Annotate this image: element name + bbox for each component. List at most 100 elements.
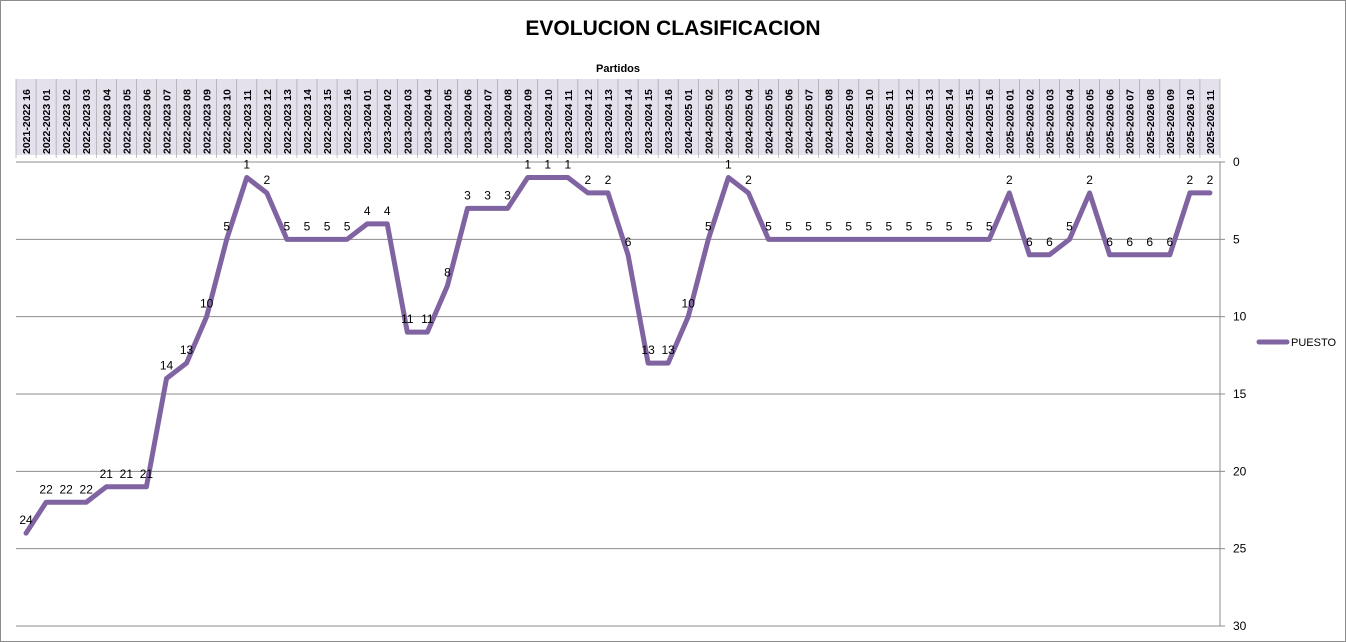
x-tick-label: 2025-2026 03 (1044, 89, 1056, 154)
data-label: 6 (1146, 235, 1153, 249)
x-tick-label: 2024-2025 10 (864, 89, 876, 154)
data-label: 13 (180, 343, 194, 357)
data-label: 21 (140, 467, 154, 481)
data-label: 3 (484, 188, 491, 202)
data-label: 24 (19, 513, 33, 527)
x-tick-label: 2022-2023 03 (81, 89, 93, 154)
x-tick-label: 2023-2024 12 (583, 89, 595, 154)
x-tick-label: 2024-2025 13 (924, 89, 936, 154)
x-tick-label: 2022-2023 04 (101, 89, 113, 154)
x-tick-label: 2022-2023 06 (141, 89, 153, 154)
x-tick-label: 2023-2024 06 (463, 89, 475, 154)
data-label: 2 (585, 173, 592, 187)
x-tick-label: 2023-2024 11 (563, 90, 575, 154)
x-tick-label: 2023-2024 13 (603, 89, 615, 154)
x-tick-label: 2024-2025 14 (944, 89, 956, 154)
data-label: 22 (80, 482, 94, 496)
data-label: 5 (284, 219, 291, 233)
data-label: 2 (1006, 173, 1013, 187)
y-tick-label: 5 (1233, 232, 1240, 246)
data-label: 5 (805, 219, 812, 233)
y-tick-label: 25 (1233, 542, 1247, 556)
axes (1219, 161, 1225, 627)
data-label: 5 (966, 219, 973, 233)
x-tick-label: 2022-2023 11 (242, 90, 254, 154)
data-label: 1 (544, 157, 551, 171)
x-tick-label: 2025-2026 06 (1105, 89, 1117, 154)
x-tick-label: 2024-2025 07 (804, 89, 816, 154)
data-label: 3 (464, 188, 471, 202)
x-tick-label: 2023-2024 09 (523, 89, 535, 154)
x-tick-label: 2025-2026 04 (1065, 89, 1077, 154)
x-tick-label: 2022-2023 08 (182, 89, 194, 154)
data-label: 5 (865, 219, 872, 233)
category-band (15, 79, 1221, 158)
data-label: 5 (765, 219, 772, 233)
x-tick-label: 2023-2024 07 (483, 89, 495, 154)
x-tick-label: 2023-2024 03 (402, 89, 414, 154)
x-tick-label: 2025-2026 11 (1205, 90, 1217, 154)
x-tick-label: 2022-2023 10 (222, 89, 234, 154)
x-tick-label: 2023-2024 05 (442, 89, 454, 154)
x-tick-label: 2022-2023 14 (302, 89, 314, 154)
data-label: 1 (725, 157, 732, 171)
data-label: 6 (1046, 235, 1053, 249)
data-label: 5 (825, 219, 832, 233)
legend: PUESTO (1256, 337, 1336, 349)
x-tick-label: 2025-2026 05 (1085, 89, 1097, 154)
y-tick-label: 10 (1233, 310, 1247, 324)
x-tick-label: 2024-2025 12 (904, 89, 916, 154)
data-label: 6 (1106, 235, 1113, 249)
data-label: 22 (59, 482, 73, 496)
data-label: 10 (200, 297, 214, 311)
y-tick-label: 0 (1233, 155, 1240, 169)
y-tick-label: 20 (1233, 464, 1247, 478)
data-label: 21 (120, 467, 134, 481)
x-tick-label: 2024-2025 04 (743, 89, 755, 154)
x-tick-label: 2025-2026 07 (1125, 89, 1137, 154)
x-tick-label: 2022-2023 07 (162, 89, 174, 154)
data-label: 5 (344, 219, 351, 233)
data-label: 10 (682, 297, 696, 311)
data-label: 6 (1026, 235, 1033, 249)
data-label: 5 (223, 219, 230, 233)
data-label: 5 (785, 219, 792, 233)
x-tick-label: 2023-2024 02 (382, 89, 394, 154)
data-label: 13 (661, 343, 675, 357)
data-label: 1 (564, 157, 571, 171)
data-label: 13 (641, 343, 655, 357)
x-tick-label: 2022-2023 01 (41, 89, 53, 154)
x-tick-label: 2024-2025 05 (764, 89, 776, 154)
data-label: 5 (304, 219, 311, 233)
data-label: 5 (886, 219, 893, 233)
data-label: 14 (160, 359, 174, 373)
x-tick-label: 2024-2025 02 (703, 89, 715, 154)
x-tick-label: 2025-2026 09 (1165, 89, 1177, 154)
x-tick-label: 2024-2025 16 (984, 89, 996, 154)
x-tick-label: 2023-2024 15 (643, 89, 655, 154)
y-axis-tick-labels: 0 5 10 15 20 25 30 (1233, 155, 1247, 633)
y-tick-label: 15 (1233, 387, 1247, 401)
x-tick-label: 2022-2023 12 (262, 89, 274, 154)
x-axis-tick-labels: 2021-2022 16 2022-2023 01 2022-2023 02 2022… (21, 89, 1217, 154)
data-label: 5 (986, 219, 993, 233)
data-label: 5 (705, 219, 712, 233)
data-label: 5 (906, 219, 913, 233)
data-label: 22 (39, 482, 53, 496)
data-label: 2 (263, 173, 270, 187)
data-label: 5 (845, 219, 852, 233)
x-tick-label: 2023-2024 08 (503, 89, 515, 154)
data-label: 1 (524, 157, 531, 171)
x-tick-label: 2021-2022 16 (21, 89, 33, 154)
data-label: 21 (100, 467, 114, 481)
x-tick-label: 2024-2025 09 (844, 89, 856, 154)
data-label: 8 (444, 266, 451, 280)
x-tick-label: 2022-2023 02 (61, 89, 73, 154)
x-tick-label: 2023-2024 10 (543, 89, 555, 154)
x-tick-label: 2023-2024 14 (623, 89, 635, 154)
data-label: 2 (1187, 173, 1194, 187)
legend-label-puesto: PUESTO (1291, 337, 1336, 349)
